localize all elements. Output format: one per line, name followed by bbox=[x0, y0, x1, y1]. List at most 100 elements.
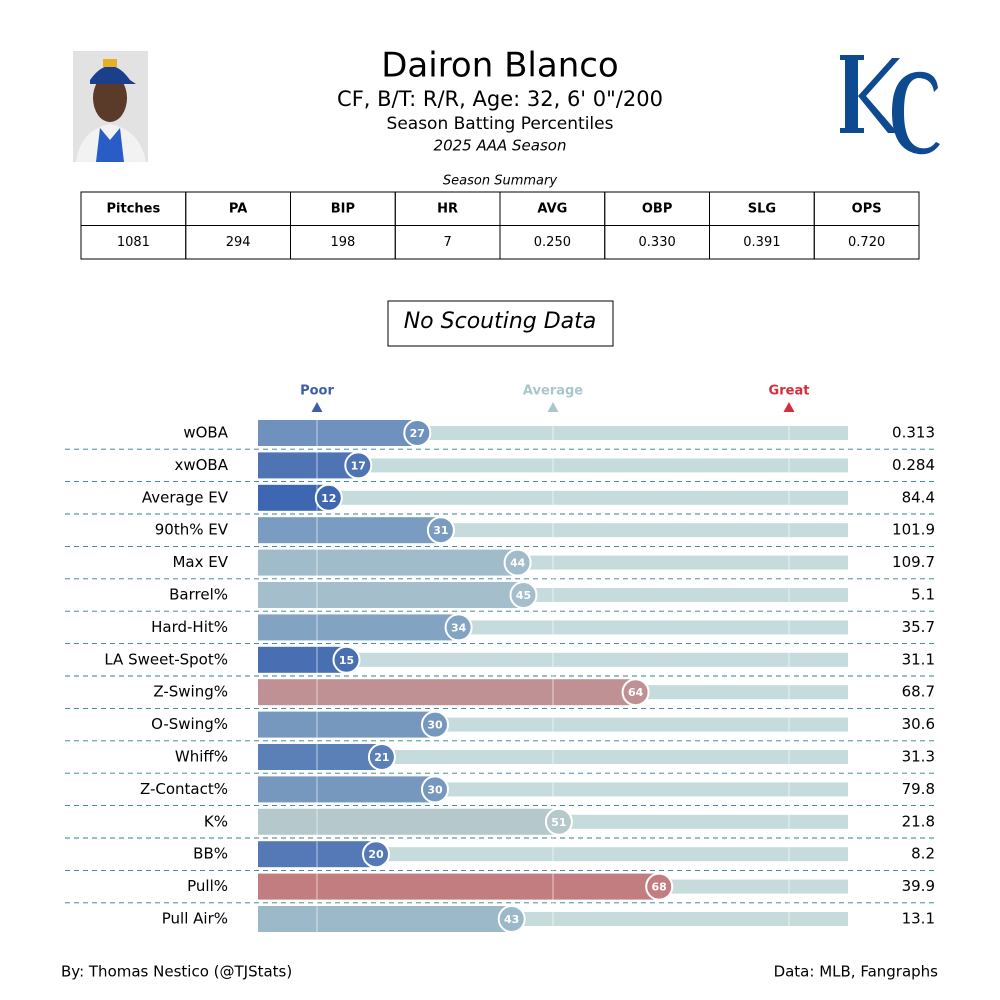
percentile-dot bbox=[503, 548, 532, 577]
scouting-box bbox=[387, 300, 614, 347]
bar bbox=[258, 614, 459, 641]
percentile-dot bbox=[544, 807, 573, 836]
metric-value: 13.1 bbox=[902, 910, 935, 928]
metric-label: Pull Air% bbox=[162, 910, 228, 928]
column-header: AVG bbox=[537, 201, 567, 216]
bar bbox=[258, 906, 512, 932]
metric-value: 84.4 bbox=[902, 488, 935, 506]
percentile-dot bbox=[645, 872, 674, 901]
column-header: Pitches bbox=[107, 201, 161, 216]
metric-value: 8.2 bbox=[911, 845, 935, 863]
table-value: 1081 bbox=[117, 235, 150, 250]
bar bbox=[258, 646, 347, 673]
percentile-label: 21 bbox=[374, 751, 389, 764]
marker-triangle bbox=[547, 402, 559, 412]
marker-triangle bbox=[783, 402, 795, 412]
percentile-label: 27 bbox=[410, 427, 425, 440]
metric-label: LA Sweet-Spot% bbox=[104, 650, 228, 668]
table-value: 0.391 bbox=[743, 235, 780, 250]
percentile-dot bbox=[332, 645, 361, 674]
percentile-label: 15 bbox=[339, 654, 354, 667]
metric-label: Average EV bbox=[142, 488, 229, 506]
metric-value: 101.9 bbox=[892, 521, 935, 539]
metric-label: Barrel% bbox=[169, 586, 228, 604]
percentile-label: 44 bbox=[510, 557, 526, 570]
percentile-chart: wOBA 0.313 xwOBA 0.284 Average EV 84.4 90th% E… bbox=[65, 384, 935, 933]
table-value: 294 bbox=[226, 235, 251, 250]
marker-label: Great bbox=[769, 384, 810, 399]
bar bbox=[258, 776, 435, 803]
column-header: SLG bbox=[748, 201, 776, 216]
metric-value: 109.7 bbox=[892, 553, 935, 571]
report-title: Season Batting Percentiles bbox=[387, 114, 614, 134]
column-header: PA bbox=[229, 201, 247, 216]
metric-label: Z-Contact% bbox=[140, 780, 228, 798]
table-value: 0.330 bbox=[639, 235, 676, 250]
metric-value: 0.284 bbox=[892, 456, 935, 474]
team-logo bbox=[840, 55, 940, 155]
percentile-label: 45 bbox=[516, 589, 531, 602]
bar bbox=[258, 517, 441, 544]
bar bbox=[258, 873, 660, 900]
table-caption: Season Summary bbox=[443, 174, 557, 189]
bar bbox=[258, 549, 518, 576]
player-info: CF, B/T: R/R, Age: 32, 6' 0"/200 bbox=[337, 87, 663, 111]
metric-label: xwOBA bbox=[174, 456, 228, 474]
table-value: 198 bbox=[330, 235, 355, 250]
metric-value: 31.3 bbox=[902, 748, 935, 766]
percentile-dot bbox=[444, 613, 473, 642]
metric-label: Pull% bbox=[187, 877, 228, 895]
percentile-label: 30 bbox=[427, 783, 443, 796]
metric-label: Hard-Hit% bbox=[151, 618, 228, 636]
marker-triangle bbox=[311, 402, 323, 412]
footer-credit: By: Thomas Nestico (@TJStats) bbox=[61, 963, 292, 981]
bar bbox=[258, 744, 382, 770]
metric-value: 39.9 bbox=[902, 877, 935, 895]
metric-label: K% bbox=[204, 812, 228, 830]
metric-value: 31.1 bbox=[902, 650, 935, 668]
metric-value: 21.8 bbox=[902, 812, 935, 830]
bar bbox=[258, 582, 524, 608]
percentile-label: 64 bbox=[628, 686, 644, 699]
metric-label: 90th% EV bbox=[155, 521, 229, 539]
column-header: BIP bbox=[331, 201, 355, 216]
bar bbox=[258, 711, 435, 738]
metric-label: Max EV bbox=[172, 553, 228, 571]
percentile-dot bbox=[509, 581, 538, 609]
percentile-dot bbox=[421, 775, 449, 804]
percentile-label: 17 bbox=[351, 459, 366, 472]
percentile-label: 51 bbox=[551, 816, 566, 829]
percentile-label: 31 bbox=[433, 524, 448, 537]
metric-value: 35.7 bbox=[902, 618, 935, 636]
table-value: 0.250 bbox=[534, 235, 571, 250]
metric-value: 30.6 bbox=[902, 715, 935, 733]
column-header: OBP bbox=[642, 201, 673, 216]
percentile-dot bbox=[362, 840, 390, 869]
table-value: 0.720 bbox=[848, 235, 885, 250]
percentile-label: 68 bbox=[652, 881, 667, 894]
percentile-dot bbox=[367, 743, 396, 771]
percentile-dot bbox=[497, 905, 526, 933]
bar bbox=[258, 452, 359, 479]
column-header: HR bbox=[437, 201, 458, 216]
metric-value: 5.1 bbox=[911, 586, 935, 604]
scouting-note: No Scouting Data bbox=[404, 309, 597, 334]
metric-label: BB% bbox=[193, 845, 228, 863]
bar bbox=[258, 420, 418, 446]
percentile-label: 12 bbox=[321, 492, 336, 505]
table-cell bbox=[813, 225, 920, 260]
metric-value: 68.7 bbox=[902, 683, 935, 701]
percentile-label: 20 bbox=[368, 848, 384, 861]
percentile-dot bbox=[421, 710, 449, 739]
percentile-dot bbox=[403, 419, 432, 447]
player-name: Dairon Blanco bbox=[381, 46, 619, 86]
summary-table: Pitches PA BIP HR AVG OBP SLG OPS 1081 294 198 7 0.2… bbox=[80, 191, 920, 260]
footer-source: Data: MLB, Fangraphs bbox=[774, 963, 939, 981]
bar bbox=[258, 679, 636, 706]
percentile-dot bbox=[344, 451, 373, 480]
marker-label: Poor bbox=[300, 384, 334, 399]
metric-label: Whiff% bbox=[175, 748, 228, 766]
percentile-dot bbox=[314, 483, 343, 512]
percentile-dot bbox=[621, 678, 650, 707]
marker-label: Average bbox=[523, 384, 583, 399]
